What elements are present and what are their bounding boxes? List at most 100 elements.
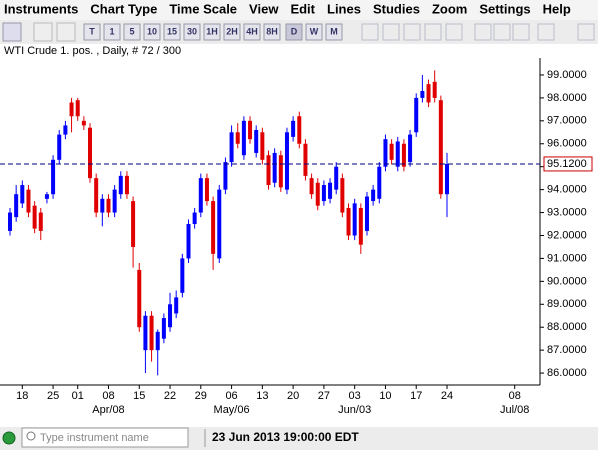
crosshair[interactable] <box>361 23 379 41</box>
drawing-tool[interactable] <box>512 23 530 41</box>
candle-body <box>211 201 216 254</box>
menu-item[interactable]: Edit <box>290 1 315 16</box>
candle-body <box>291 120 296 137</box>
bar-tool[interactable] <box>445 23 463 41</box>
x-tick-label: 20 <box>287 390 299 402</box>
candle-body <box>278 155 283 188</box>
candle-body <box>358 207 363 245</box>
candle-body <box>69 102 74 117</box>
pin-tool[interactable] <box>537 23 555 41</box>
search-icon <box>26 431 36 441</box>
timeframe-button[interactable] <box>143 23 161 41</box>
chart-panel <box>0 44 598 427</box>
x-tick-label: 15 <box>133 390 145 402</box>
x-tick-label: 18 <box>16 390 28 402</box>
drawing-tool[interactable] <box>474 23 492 41</box>
candle-body <box>383 139 388 167</box>
timeframe-label: 8H <box>266 26 278 36</box>
x-tick-label: 24 <box>441 390 453 402</box>
y-tick-label: 89.0000 <box>547 298 587 310</box>
menu-item[interactable]: Time Scale <box>169 1 237 16</box>
candle-body <box>26 189 31 213</box>
timeframe-button[interactable] <box>183 23 201 41</box>
candle-body <box>408 134 413 163</box>
timeframe-label: 4H <box>246 26 258 36</box>
tool-button[interactable] <box>33 22 53 42</box>
candle-body <box>223 162 228 190</box>
candle-body <box>94 178 99 213</box>
timeframe-label: 30 <box>187 26 197 36</box>
more[interactable] <box>577 23 595 41</box>
candle-body <box>321 185 326 202</box>
candle-body <box>100 198 105 213</box>
candle-body <box>389 143 394 160</box>
x-tick-label: 27 <box>318 390 330 402</box>
candle-body <box>377 166 382 199</box>
tool-button[interactable] <box>2 22 22 42</box>
candle-body <box>248 120 253 140</box>
menu-item[interactable]: Help <box>543 1 571 16</box>
y-tick-label: 86.0000 <box>547 367 587 379</box>
y-tick-label: 87.0000 <box>547 344 587 356</box>
timeframe-button[interactable] <box>243 23 261 41</box>
candle-body <box>364 196 369 231</box>
candle-body <box>180 258 185 293</box>
candle-body <box>88 127 93 179</box>
x-tick-label: 03 <box>349 390 361 402</box>
y-tick-label: 97.0000 <box>547 115 587 127</box>
candle-body <box>75 100 80 117</box>
timeframe-button[interactable] <box>123 23 141 41</box>
menu-item[interactable]: Settings <box>479 1 530 16</box>
candle-body <box>131 201 136 247</box>
candle-body <box>254 130 259 153</box>
timeframe-button[interactable] <box>83 23 101 41</box>
drawing-tool[interactable] <box>493 23 511 41</box>
line-tool[interactable] <box>403 23 421 41</box>
timeframe-button[interactable] <box>285 23 303 41</box>
candle-body <box>8 212 12 231</box>
timeframe-button[interactable] <box>263 23 281 41</box>
candle-body <box>284 132 289 190</box>
candle-body <box>303 143 308 176</box>
instrument-search[interactable] <box>21 427 189 448</box>
candle-body <box>235 132 240 144</box>
candle-body <box>20 185 25 204</box>
search-placeholder: Type instrument name <box>40 432 149 444</box>
timeframe-label: 10 <box>147 26 157 36</box>
timeframe-label: T <box>89 26 95 36</box>
menu-item[interactable]: Lines <box>327 1 361 16</box>
candle-body <box>124 175 129 195</box>
timeframe-button[interactable] <box>305 23 323 41</box>
x-tick-label: 08 <box>509 390 521 402</box>
grid-tool[interactable] <box>382 23 400 41</box>
candle-body <box>297 116 302 144</box>
y-tick-label: 91.0000 <box>547 252 587 264</box>
candle-body <box>198 178 203 213</box>
tool-button[interactable] <box>56 22 76 42</box>
timeframe-button[interactable] <box>163 23 181 41</box>
candle-body <box>63 125 68 135</box>
y-tick-label: 90.0000 <box>547 275 587 287</box>
menu-item[interactable]: Instruments <box>4 1 78 16</box>
timeframe-button[interactable] <box>103 23 121 41</box>
candle-body <box>32 205 37 229</box>
menu-item[interactable]: Studies <box>373 1 420 16</box>
line-tool[interactable] <box>424 23 442 41</box>
timeframe-button[interactable] <box>325 23 343 41</box>
y-tick-label: 96.0000 <box>547 138 587 150</box>
y-tick-label: 88.0000 <box>547 321 587 333</box>
candle-body <box>272 152 277 183</box>
timeframe-button[interactable] <box>223 23 241 41</box>
candle-body <box>118 175 123 195</box>
candle-body <box>241 120 246 156</box>
menu-item[interactable]: View <box>249 1 279 16</box>
x-tick-label: 25 <box>47 390 59 402</box>
timeframe-button[interactable] <box>203 23 221 41</box>
candle-body <box>106 198 111 213</box>
x-tick-label: 29 <box>195 390 207 402</box>
month-label: Jul/08 <box>500 404 529 416</box>
menu-item[interactable]: Zoom <box>432 1 467 16</box>
menu-item[interactable]: Chart Type <box>90 1 157 16</box>
connection-indicator <box>2 431 16 445</box>
